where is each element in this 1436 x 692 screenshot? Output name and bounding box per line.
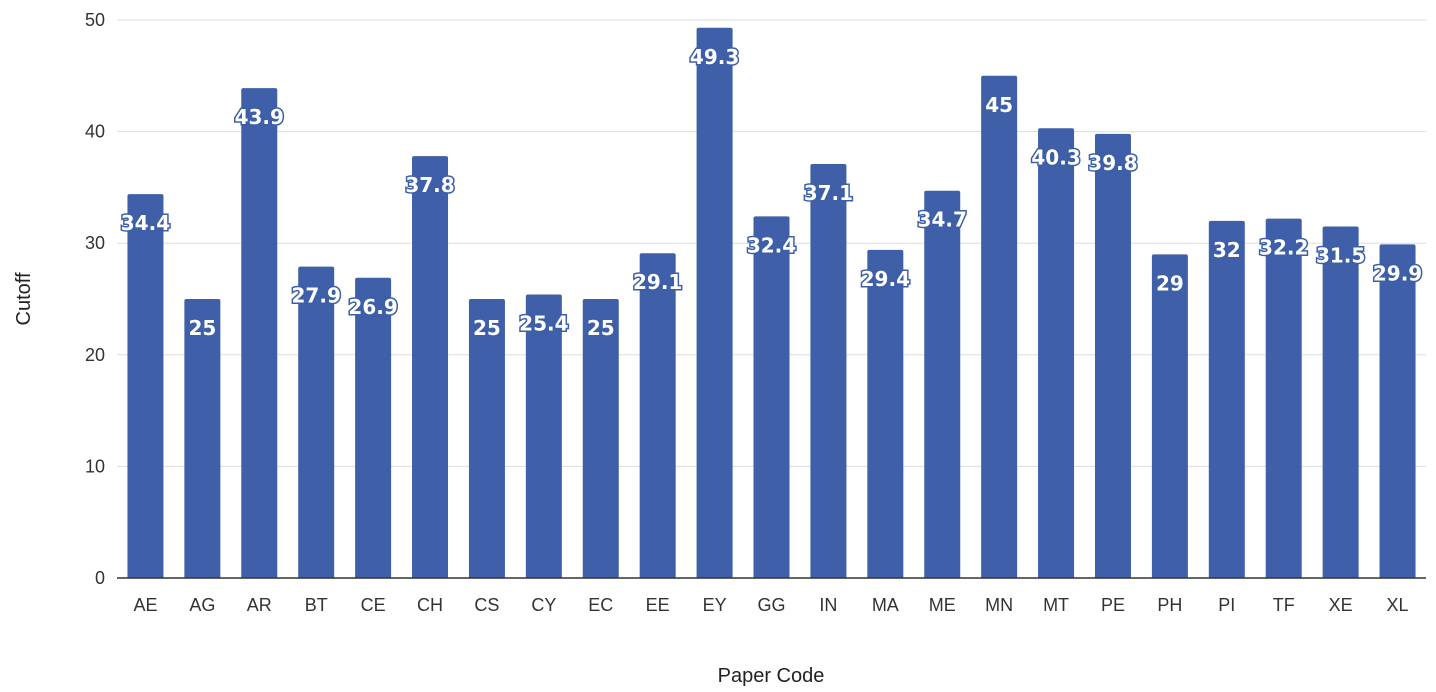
bar-xl	[1379, 244, 1416, 579]
x-tick-label: PI	[1218, 595, 1235, 615]
data-label: 31.5	[1316, 243, 1365, 267]
x-tick-label: CH	[417, 595, 443, 615]
bar-ch	[412, 156, 449, 579]
x-axis-ticks: AE AG AR BT CE CH CS CY EC EE EY GG IN MA ME MN MT PE PH PI…	[133, 595, 1408, 615]
bar-ce	[355, 277, 392, 578]
x-tick-label: XL	[1387, 595, 1409, 615]
x-tick-label: EC	[588, 595, 613, 615]
data-label: 45	[985, 93, 1013, 117]
bar-gg	[753, 216, 790, 578]
x-tick-label: CY	[531, 595, 556, 615]
data-label: 26.9	[348, 295, 397, 319]
x-tick-label: MN	[985, 595, 1013, 615]
bar-mt	[1038, 128, 1075, 578]
bar-cy	[525, 294, 562, 578]
y-tick-label: 30	[85, 233, 105, 253]
data-label: 27.9	[292, 284, 341, 308]
bar-me	[924, 190, 961, 579]
data-label: 25	[188, 316, 216, 340]
bar-mn	[981, 75, 1018, 579]
data-label: 32	[1213, 238, 1241, 262]
y-tick-label: 0	[95, 568, 105, 588]
bar-xe	[1322, 226, 1359, 578]
bar-ee	[639, 253, 676, 578]
bar-ae	[127, 194, 164, 578]
bar-in	[810, 163, 847, 579]
bar-ag	[184, 299, 221, 578]
data-label: 40.3	[1031, 145, 1080, 169]
data-label: 37.1	[804, 181, 853, 205]
data-label: 43.9	[235, 105, 284, 129]
x-tick-label: AE	[133, 595, 157, 615]
x-tick-label: ME	[929, 595, 956, 615]
bar-ec	[582, 299, 619, 578]
data-label: 39.8	[1088, 151, 1137, 175]
data-label: 32.4	[747, 233, 796, 257]
bar-ar	[241, 88, 278, 579]
bar-bt	[298, 266, 335, 578]
x-tick-label: MA	[872, 595, 899, 615]
bar-cs	[468, 299, 505, 578]
data-label: 32.2	[1259, 236, 1308, 260]
x-tick-label: CE	[361, 595, 386, 615]
x-tick-label: PE	[1101, 595, 1125, 615]
x-tick-label: AG	[189, 595, 215, 615]
data-label: 25	[473, 316, 501, 340]
data-label: 29.1	[633, 270, 682, 294]
data-label: 29.9	[1373, 261, 1422, 285]
y-axis-ticks: 0 10 20 30 40 50	[85, 10, 105, 588]
x-tick-label: IN	[819, 595, 837, 615]
y-tick-label: 20	[85, 345, 105, 365]
data-labels: 34.4 25 43.9 27.9 26.9 37.8 25 25.4 25 29.1 49.3 32…	[119, 43, 1423, 341]
data-label: 49.3	[690, 45, 739, 69]
data-label: 29	[1156, 271, 1184, 295]
data-label: 34.4	[121, 211, 170, 235]
x-tick-label: AR	[247, 595, 272, 615]
x-tick-label: BT	[305, 595, 328, 615]
bar-tf	[1265, 218, 1302, 578]
x-tick-label: PH	[1157, 595, 1182, 615]
bar-ph	[1151, 254, 1188, 579]
data-label: 34.7	[918, 208, 967, 232]
x-tick-label: XE	[1329, 595, 1353, 615]
x-tick-label: CS	[474, 595, 499, 615]
data-label: 25	[587, 316, 615, 340]
bar-pe	[1094, 133, 1131, 578]
bar-ey	[696, 27, 733, 578]
bars	[127, 27, 1416, 579]
y-tick-label: 50	[85, 10, 105, 30]
data-label: 25.4	[519, 312, 568, 336]
data-label: 29.4	[861, 267, 910, 291]
data-label: 37.8	[405, 173, 454, 197]
y-tick-label: 40	[85, 122, 105, 142]
x-tick-label: GG	[757, 595, 785, 615]
y-tick-label: 10	[85, 456, 105, 476]
x-tick-label: EY	[703, 595, 727, 615]
y-axis-title: Cutoff	[13, 272, 35, 325]
x-tick-label: TF	[1273, 595, 1295, 615]
bar-ma	[867, 249, 904, 578]
x-axis-title: Paper Code	[718, 665, 825, 687]
x-tick-label: EE	[646, 595, 670, 615]
x-tick-label: MT	[1043, 595, 1069, 615]
bar-pi	[1208, 220, 1245, 578]
